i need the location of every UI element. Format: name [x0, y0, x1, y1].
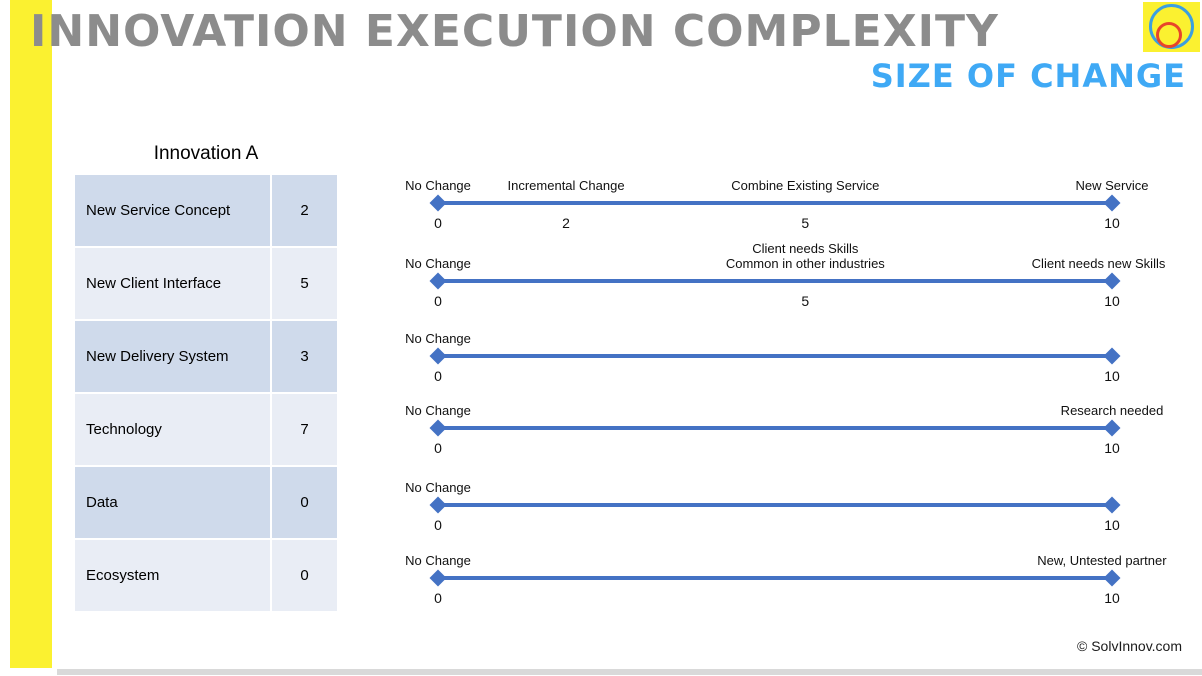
table-row: Ecosystem 0 [75, 540, 337, 611]
dimension-value: 0 [272, 467, 337, 538]
diamond-endpoint-icon [1103, 569, 1121, 587]
scale-tick: 10 [1104, 215, 1120, 231]
dimension-value: 5 [272, 248, 337, 319]
table-row: Data 0 [75, 467, 337, 538]
column-divider [270, 467, 272, 538]
diamond-endpoint-icon [1103, 419, 1121, 437]
column-divider [270, 394, 272, 465]
diamond-endpoint-icon [1103, 347, 1121, 365]
diamond-endpoint-icon [1103, 496, 1121, 514]
scale-label: New Service [1075, 178, 1149, 193]
logo-red-circle-icon [1156, 22, 1182, 48]
diamond-endpoint-icon [429, 194, 447, 212]
column-divider [270, 321, 272, 392]
scale-label: Research needed [1060, 403, 1164, 418]
scale-ecosystem: No Change New, Untested partner 0 10 [405, 534, 1166, 606]
table-row: New Client Interface 5 [75, 248, 337, 319]
scale-tick: 10 [1104, 440, 1120, 456]
left-accent-bar [10, 0, 52, 668]
scale-tick: 10 [1104, 293, 1120, 309]
scale-label: No Change [405, 256, 471, 271]
scale-label: Client needs Skills Common in other indu… [725, 241, 885, 271]
dimension-label: New Service Concept [75, 175, 270, 246]
dimension-value: 2 [272, 175, 337, 246]
column-divider [270, 540, 272, 611]
scale-tick: 0 [434, 368, 442, 384]
table-row: Technology 7 [75, 394, 337, 465]
dimension-value: 7 [272, 394, 337, 465]
scale-tick: 5 [801, 215, 810, 231]
dimension-label: New Delivery System [75, 321, 270, 392]
page-subtitle: SIZE OF CHANGE [870, 57, 1186, 95]
table-row: New Delivery System 3 [75, 321, 337, 392]
column-divider [270, 175, 272, 246]
scale-tick: 10 [1104, 590, 1120, 606]
scale-tick: 0 [434, 293, 442, 309]
table-row: New Service Concept 2 [75, 175, 337, 246]
scale-tick: 2 [562, 215, 570, 231]
scale-tick: 0 [434, 215, 442, 231]
scale-tick: 0 [434, 440, 442, 456]
scale-label: Combine Existing Service [731, 178, 880, 193]
dimension-label: Technology [75, 394, 270, 465]
diamond-endpoint-icon [429, 272, 447, 290]
dimension-label: New Client Interface [75, 248, 270, 319]
bottom-accent-bar [57, 669, 1202, 675]
scale-tick: 10 [1104, 368, 1120, 384]
column-divider [270, 248, 272, 319]
scale-line [438, 354, 1112, 358]
scale-new-service-concept: No Change Incremental Change Combine Exist… [405, 159, 1148, 231]
scale-tick: 0 [434, 517, 442, 533]
scale-data: No Change 0 10 [405, 461, 1121, 533]
copyright: © SolvInnov.com [1077, 638, 1182, 654]
dimension-label: Ecosystem [75, 540, 270, 611]
diamond-endpoint-icon [429, 496, 447, 514]
page-title: INNOVATION EXECUTION COMPLEXITY [30, 6, 999, 57]
dimension-label: Data [75, 467, 270, 538]
scale-new-delivery-system: No Change 0 10 [405, 312, 1121, 384]
scale-label: No Change [405, 480, 471, 495]
scale-label: No Change [405, 331, 471, 346]
scale-tick: 0 [434, 590, 442, 606]
diamond-endpoint-icon [1103, 272, 1121, 290]
diamond-endpoint-icon [429, 569, 447, 587]
innovation-table: New Service Concept 2 New Client Interface… [75, 175, 337, 613]
scale-technology: No Change Research needed 0 10 [405, 384, 1163, 456]
scale-tick: 10 [1104, 517, 1120, 533]
scale-line [438, 503, 1112, 507]
dimension-value: 0 [272, 540, 337, 611]
scale-label: No Change [405, 178, 471, 193]
scale-new-client-interface: No Change Client needs Skills Common in o… [405, 237, 1165, 309]
scale-line [438, 201, 1112, 205]
solvinnov-logo-icon [1143, 2, 1200, 52]
scale-label: No Change [405, 553, 471, 568]
scale-tick: 5 [801, 293, 810, 309]
dimension-value: 3 [272, 321, 337, 392]
scale-label: Incremental Change [507, 178, 625, 193]
scale-label: New, Untested partner [1037, 553, 1167, 568]
scale-line [438, 279, 1112, 283]
scale-line [438, 426, 1112, 430]
scale-label: Client needs new Skills [1031, 256, 1166, 271]
table-title: Innovation A [153, 143, 259, 164]
diamond-endpoint-icon [429, 419, 447, 437]
diamond-endpoint-icon [429, 347, 447, 365]
scale-label: No Change [405, 403, 471, 418]
diamond-endpoint-icon [1103, 194, 1121, 212]
scale-line [438, 576, 1112, 580]
